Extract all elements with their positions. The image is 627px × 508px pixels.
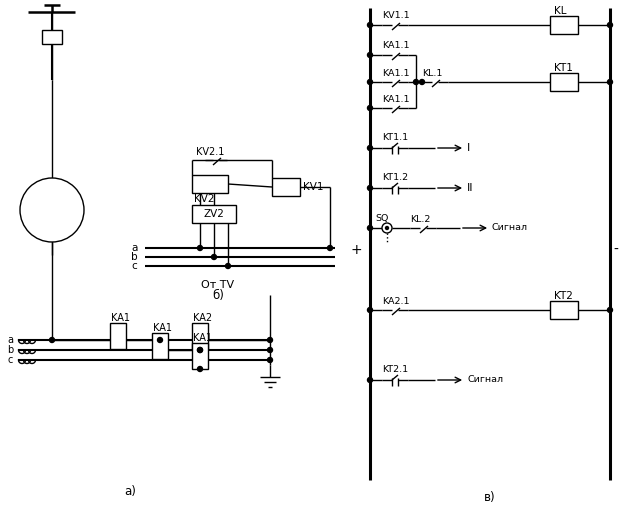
Text: KA1.1: KA1.1 — [382, 69, 409, 78]
Circle shape — [367, 79, 372, 84]
Text: SQ: SQ — [375, 213, 388, 223]
Circle shape — [198, 347, 203, 353]
Bar — [272, 178, 300, 196]
Text: KL.2: KL.2 — [410, 214, 430, 224]
Text: Сигнал: Сигнал — [492, 224, 528, 233]
Bar — [192, 343, 208, 369]
Text: a: a — [7, 335, 13, 345]
Text: c: c — [7, 355, 13, 365]
Text: KA1: KA1 — [111, 313, 130, 323]
Text: b: b — [131, 252, 137, 262]
Text: c: c — [131, 261, 137, 271]
Text: KV1.1: KV1.1 — [382, 12, 409, 20]
Circle shape — [367, 185, 372, 190]
Text: -: - — [614, 243, 618, 257]
Text: KV2: KV2 — [194, 194, 214, 204]
Circle shape — [367, 22, 372, 27]
Text: KL.1: KL.1 — [422, 69, 443, 78]
Text: KT1.2: KT1.2 — [382, 174, 408, 182]
Bar — [110, 323, 126, 349]
Text: б): б) — [212, 290, 224, 302]
Circle shape — [419, 79, 424, 84]
Text: ZV2: ZV2 — [204, 209, 224, 219]
Text: KA2: KA2 — [193, 313, 212, 323]
Text: +: + — [350, 243, 362, 257]
Text: KT2: KT2 — [554, 291, 573, 301]
Text: KV2.1: KV2.1 — [196, 147, 224, 157]
Text: KA1: KA1 — [193, 333, 212, 343]
Circle shape — [367, 106, 372, 111]
Text: KA1.1: KA1.1 — [382, 94, 409, 104]
Text: KT2.1: KT2.1 — [382, 365, 408, 374]
Circle shape — [268, 337, 273, 342]
Circle shape — [268, 347, 273, 353]
Circle shape — [198, 347, 203, 353]
Bar — [192, 205, 236, 223]
Text: KA1: KA1 — [153, 323, 172, 333]
Circle shape — [226, 264, 231, 269]
Circle shape — [198, 245, 203, 250]
Circle shape — [268, 358, 273, 363]
Circle shape — [608, 22, 613, 27]
Text: I: I — [467, 143, 470, 153]
Circle shape — [413, 79, 418, 84]
Circle shape — [50, 337, 55, 342]
Text: KV1: KV1 — [303, 182, 324, 192]
Text: KT1.1: KT1.1 — [382, 134, 408, 143]
Circle shape — [382, 223, 392, 233]
Bar — [152, 333, 168, 359]
Circle shape — [386, 227, 389, 230]
Bar — [192, 175, 228, 193]
Bar — [42, 30, 62, 44]
Circle shape — [608, 307, 613, 312]
Circle shape — [367, 307, 372, 312]
Circle shape — [367, 226, 372, 231]
Circle shape — [367, 145, 372, 150]
Bar — [550, 73, 578, 91]
Circle shape — [327, 245, 332, 250]
Text: a: a — [131, 243, 137, 253]
Circle shape — [608, 79, 613, 84]
Circle shape — [211, 255, 216, 260]
Text: Сигнал: Сигнал — [467, 375, 503, 385]
Circle shape — [157, 337, 162, 342]
Circle shape — [198, 366, 203, 371]
Circle shape — [367, 52, 372, 57]
Text: а): а) — [124, 486, 136, 498]
Circle shape — [20, 178, 84, 242]
Text: b: b — [7, 345, 13, 355]
Text: От TV: От TV — [201, 280, 234, 290]
Text: KT1: KT1 — [554, 63, 573, 73]
Circle shape — [367, 377, 372, 383]
Bar — [192, 323, 208, 349]
Text: II: II — [467, 183, 473, 193]
Text: KA1.1: KA1.1 — [382, 42, 409, 50]
Text: KL: KL — [554, 6, 567, 16]
Text: KA2.1: KA2.1 — [382, 297, 409, 305]
Bar — [550, 301, 578, 319]
Text: в): в) — [484, 491, 496, 503]
Bar — [550, 16, 578, 34]
